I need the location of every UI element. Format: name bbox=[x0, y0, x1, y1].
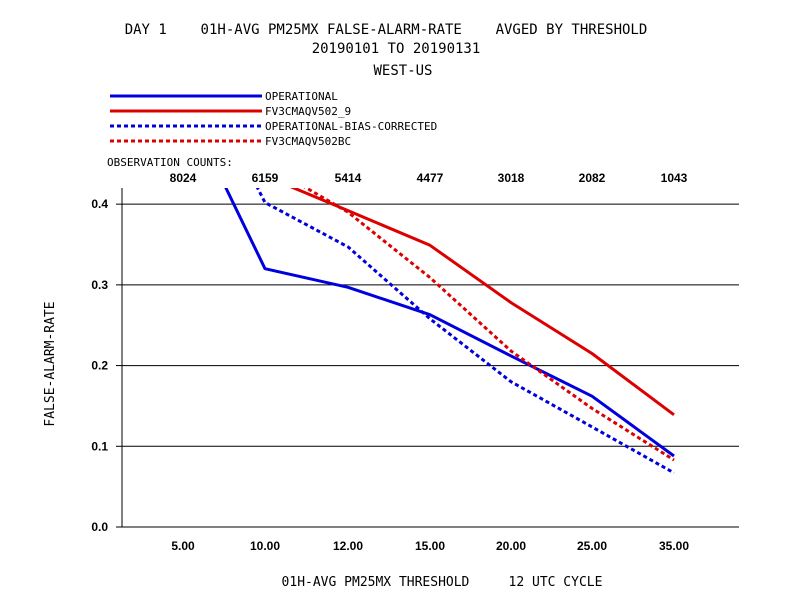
series-line-4 bbox=[303, 188, 675, 462]
title-line-1: DAY 1 01H-AVG PM25MX FALSE-ALARM-RATE AV… bbox=[125, 22, 648, 38]
legend-label: OPERATIONAL bbox=[265, 90, 338, 103]
series-line-3 bbox=[255, 188, 675, 475]
legend-label: OPERATIONAL-BIAS-CORRECTED bbox=[265, 120, 437, 133]
x-axis-label: 01H-AVG PM25MX THRESHOLD 12 UTC CYCLE bbox=[282, 575, 603, 590]
observation-count: 6159 bbox=[252, 171, 279, 185]
plot-axes bbox=[121, 188, 739, 528]
observation-count: 3018 bbox=[498, 171, 525, 185]
observation-count: 8024 bbox=[170, 171, 197, 185]
y-tick-label: 0.0 bbox=[91, 520, 108, 534]
title-line-3: WEST-US bbox=[373, 63, 432, 79]
observation-count: 4477 bbox=[417, 171, 444, 185]
title-line-2: 20190101 TO 20190131 bbox=[312, 41, 481, 57]
observation-count: 5414 bbox=[335, 171, 362, 185]
observation-counts-label: OBSERVATION COUNTS: bbox=[107, 156, 233, 169]
series-lines bbox=[224, 188, 675, 475]
y-tick-label: 0.4 bbox=[91, 197, 108, 211]
x-tick-label: 20.00 bbox=[496, 539, 526, 553]
x-tick-label: 12.00 bbox=[333, 539, 363, 553]
y-axis-label: FALSE-ALARM-RATE bbox=[43, 301, 58, 426]
observation-counts: 8024 6159 5414 4477 3018 2082 1043 bbox=[170, 171, 688, 185]
x-tick-label: 25.00 bbox=[577, 539, 607, 553]
x-tick-label: 35.00 bbox=[659, 539, 689, 553]
y-tick-label: 0.1 bbox=[91, 439, 108, 453]
series-line-2 bbox=[290, 188, 675, 417]
legend: OPERATIONAL FV3CMAQV502_9 OPERATIONAL-BIAS… bbox=[110, 90, 437, 148]
x-tick-label: 10.00 bbox=[250, 539, 280, 553]
observation-count: 2082 bbox=[579, 171, 606, 185]
y-ticks: 0.0 0.1 0.2 0.3 0.4 bbox=[91, 197, 122, 534]
observation-count: 1043 bbox=[661, 171, 688, 185]
y-tick-label: 0.3 bbox=[91, 278, 108, 292]
y-tick-label: 0.2 bbox=[91, 359, 108, 373]
legend-label: FV3CMAQV502BC bbox=[265, 135, 351, 148]
x-tick-label: 15.00 bbox=[415, 539, 445, 553]
x-tick-label: 5.00 bbox=[171, 539, 195, 553]
legend-label: FV3CMAQV502_9 bbox=[265, 105, 351, 118]
chart-title: DAY 1 01H-AVG PM25MX FALSE-ALARM-RATE AV… bbox=[125, 22, 648, 79]
series-line-1 bbox=[224, 188, 675, 458]
x-ticks: 5.00 10.00 12.00 15.00 20.00 25.00 35.00 bbox=[171, 539, 689, 553]
gridlines bbox=[122, 203, 739, 447]
